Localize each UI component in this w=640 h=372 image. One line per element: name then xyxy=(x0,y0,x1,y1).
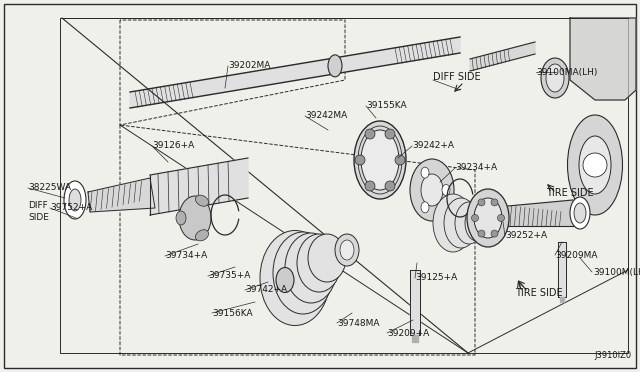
Circle shape xyxy=(491,199,498,206)
Ellipse shape xyxy=(455,202,483,244)
Ellipse shape xyxy=(421,174,443,206)
Ellipse shape xyxy=(442,185,450,196)
Text: 39752+A: 39752+A xyxy=(50,203,92,212)
Ellipse shape xyxy=(354,121,406,199)
Text: J3910IZ0: J3910IZ0 xyxy=(595,351,632,360)
Ellipse shape xyxy=(541,58,569,98)
Ellipse shape xyxy=(474,198,502,238)
Circle shape xyxy=(355,155,365,165)
Ellipse shape xyxy=(276,267,294,292)
Text: 39242+A: 39242+A xyxy=(412,141,454,151)
Polygon shape xyxy=(570,18,636,100)
Circle shape xyxy=(497,215,504,221)
Ellipse shape xyxy=(546,64,564,92)
Ellipse shape xyxy=(69,189,81,211)
Ellipse shape xyxy=(579,136,611,194)
Circle shape xyxy=(583,153,607,177)
Circle shape xyxy=(478,199,485,206)
Ellipse shape xyxy=(340,240,354,260)
Circle shape xyxy=(385,181,395,191)
Ellipse shape xyxy=(421,167,429,178)
Ellipse shape xyxy=(467,189,509,247)
Polygon shape xyxy=(410,270,420,335)
Text: 39735+A: 39735+A xyxy=(208,272,250,280)
Ellipse shape xyxy=(410,159,454,221)
Ellipse shape xyxy=(421,202,429,213)
Circle shape xyxy=(385,129,395,139)
Circle shape xyxy=(472,215,479,221)
Ellipse shape xyxy=(465,205,489,241)
Text: 39234+A: 39234+A xyxy=(455,164,497,173)
Ellipse shape xyxy=(570,197,590,229)
Polygon shape xyxy=(558,242,566,297)
Text: 39100M(LH): 39100M(LH) xyxy=(593,267,640,276)
Text: 39156KA: 39156KA xyxy=(212,308,253,317)
Ellipse shape xyxy=(195,195,209,206)
Ellipse shape xyxy=(195,230,209,241)
Text: 39742+A: 39742+A xyxy=(245,285,287,295)
Text: 39100MA(LH): 39100MA(LH) xyxy=(536,67,597,77)
Text: TIRE SIDE: TIRE SIDE xyxy=(515,288,563,298)
Text: DIFF SIDE: DIFF SIDE xyxy=(433,72,481,82)
Polygon shape xyxy=(88,178,155,212)
Polygon shape xyxy=(470,42,535,71)
Text: 39748MA: 39748MA xyxy=(337,318,380,327)
Text: SIDE: SIDE xyxy=(28,214,49,222)
Ellipse shape xyxy=(568,115,623,215)
Ellipse shape xyxy=(328,55,342,77)
Text: 39242MA: 39242MA xyxy=(305,112,348,121)
Polygon shape xyxy=(560,297,564,302)
Text: 39126+A: 39126+A xyxy=(152,141,195,151)
Ellipse shape xyxy=(179,196,211,240)
Text: 39734+A: 39734+A xyxy=(165,251,207,260)
Ellipse shape xyxy=(433,194,473,252)
Text: DIFF: DIFF xyxy=(28,201,48,209)
Ellipse shape xyxy=(297,234,341,292)
Text: 39125+A: 39125+A xyxy=(415,273,457,282)
Text: 39209+A: 39209+A xyxy=(387,328,429,337)
Ellipse shape xyxy=(260,231,330,326)
Text: 39252+A: 39252+A xyxy=(505,231,547,241)
Circle shape xyxy=(365,181,375,191)
Ellipse shape xyxy=(444,198,478,248)
Text: TIRE SIDE: TIRE SIDE xyxy=(546,188,594,198)
Circle shape xyxy=(395,155,405,165)
Polygon shape xyxy=(150,158,248,215)
Circle shape xyxy=(491,230,498,237)
Polygon shape xyxy=(130,37,460,108)
Circle shape xyxy=(365,129,375,139)
Polygon shape xyxy=(508,200,575,226)
Text: 39209MA: 39209MA xyxy=(555,250,598,260)
Ellipse shape xyxy=(273,232,333,314)
Text: 39155KA: 39155KA xyxy=(366,102,406,110)
Circle shape xyxy=(478,230,485,237)
Text: 38225WA: 38225WA xyxy=(28,183,71,192)
Ellipse shape xyxy=(574,203,586,223)
Ellipse shape xyxy=(335,234,359,266)
Polygon shape xyxy=(412,335,418,342)
Ellipse shape xyxy=(361,130,399,190)
Ellipse shape xyxy=(64,181,86,219)
Ellipse shape xyxy=(176,211,186,225)
Ellipse shape xyxy=(285,233,337,303)
Bar xyxy=(60,18,628,353)
Ellipse shape xyxy=(308,234,346,282)
Text: 39202MA: 39202MA xyxy=(228,61,270,71)
